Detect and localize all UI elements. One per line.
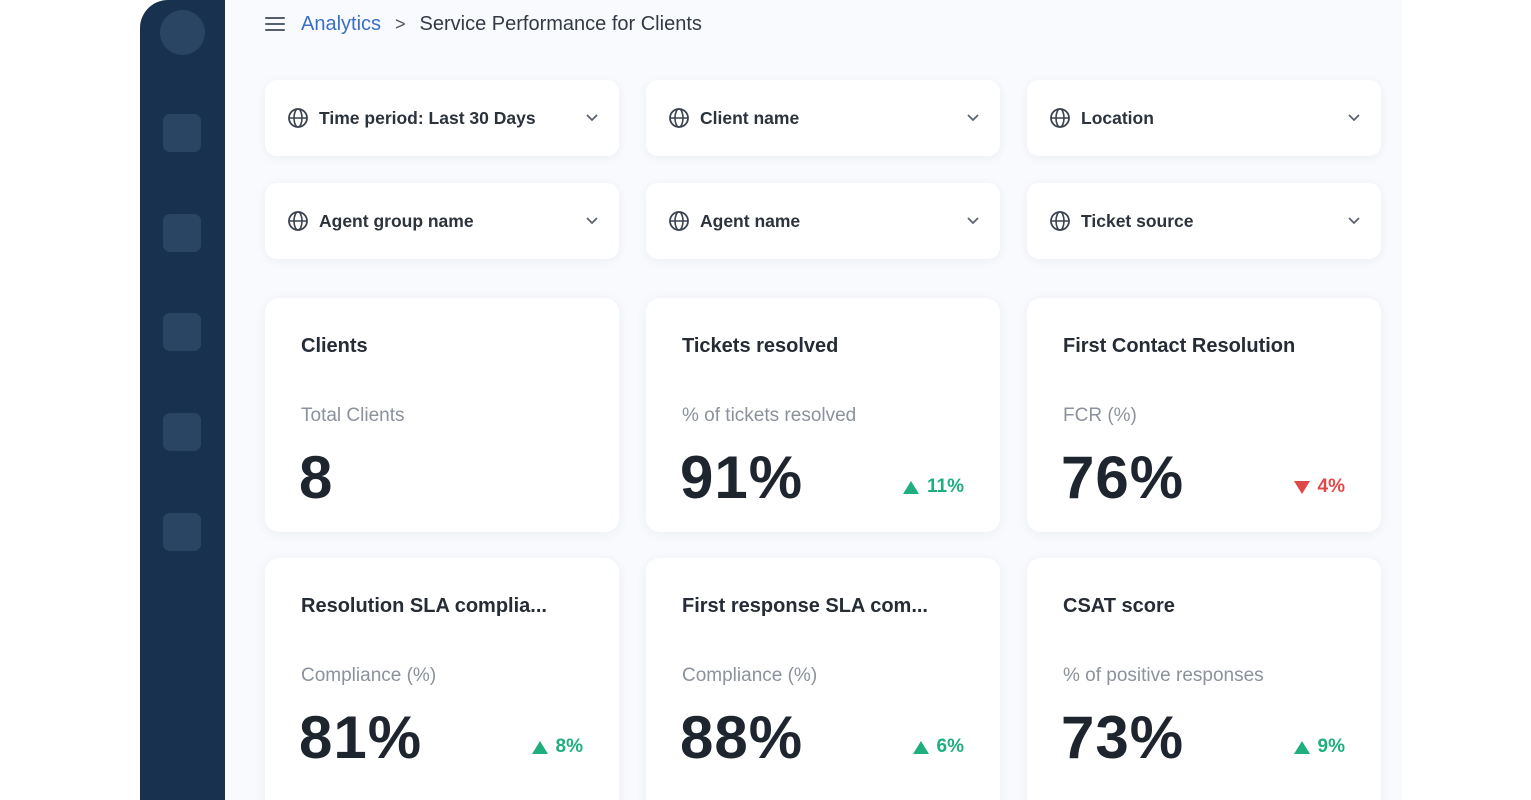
filter-agent-name[interactable]: Agent name [646, 183, 1000, 259]
filter-label: Client name [700, 107, 800, 128]
globe-icon [669, 211, 689, 231]
card-value: 73% [1061, 704, 1185, 771]
filter-client-name[interactable]: Client name [646, 80, 1000, 156]
breadcrumb-separator: > [395, 13, 406, 34]
kpi-card-resolution-sla[interactable]: Resolution SLA complia... Compliance (%)… [265, 558, 619, 800]
chevron-down-icon [967, 217, 979, 225]
card-value: 91% [680, 444, 804, 511]
kpi-card-first-response-sla[interactable]: First response SLA com... Compliance (%)… [646, 558, 1000, 800]
trend-value: 6% [936, 736, 964, 757]
trend-value: 8% [555, 736, 583, 757]
chevron-down-icon [586, 217, 598, 225]
filter-location[interactable]: Location [1027, 80, 1381, 156]
globe-icon [288, 108, 308, 128]
globe-icon [1050, 108, 1070, 128]
breadcrumb-analytics-link[interactable]: Analytics [301, 12, 382, 35]
sidebar-item-3[interactable] [163, 313, 201, 351]
chevron-down-icon [586, 114, 598, 122]
card-title: First response SLA com... [682, 595, 928, 617]
chevron-down-icon [1348, 217, 1360, 225]
filter-label: Agent group name [319, 210, 474, 231]
kpi-card-csat-score[interactable]: CSAT score % of positive responses 73% 9… [1027, 558, 1381, 800]
kpi-card-tickets-resolved[interactable]: Tickets resolved % of tickets resolved 9… [646, 298, 1000, 532]
trend-badge: 11% [903, 476, 964, 498]
card-subtitle: % of positive responses [1063, 665, 1264, 686]
sidebar-item-1[interactable] [163, 114, 201, 152]
card-subtitle: FCR (%) [1063, 405, 1137, 426]
trend-value: 4% [1317, 476, 1345, 497]
app-window: Analytics > Service Performance for Clie… [140, 0, 1402, 800]
sidebar [140, 0, 225, 800]
card-title: Tickets resolved [682, 335, 839, 357]
card-value: 8 [299, 444, 334, 511]
sidebar-logo[interactable] [160, 10, 205, 55]
kpi-card-first-contact-resolution[interactable]: First Contact Resolution FCR (%) 76% 4% [1027, 298, 1381, 532]
card-value: 88% [680, 704, 804, 771]
trend-value: 9% [1317, 736, 1345, 757]
filter-label: Time period: Last 30 Days [319, 107, 536, 128]
card-title: CSAT score [1063, 595, 1175, 617]
card-value: 76% [1061, 444, 1185, 511]
globe-icon [288, 211, 308, 231]
sidebar-item-5[interactable] [163, 513, 201, 551]
trend-down-icon [1293, 480, 1310, 494]
card-title: First Contact Resolution [1063, 335, 1296, 357]
trend-up-icon [531, 740, 548, 754]
filter-label: Agent name [700, 210, 801, 231]
globe-icon [669, 108, 689, 128]
trend-badge: 9% [1293, 736, 1345, 758]
sidebar-item-2[interactable] [163, 214, 201, 252]
filter-label: Location [1081, 107, 1154, 128]
sidebar-item-4[interactable] [163, 413, 201, 451]
filter-agent-group-name[interactable]: Agent group name [265, 183, 619, 259]
trend-up-icon [912, 740, 929, 754]
trend-up-icon [903, 480, 920, 494]
card-value: 81% [299, 704, 423, 771]
chevron-down-icon [1348, 114, 1360, 122]
trend-badge: 6% [912, 736, 964, 758]
chevron-down-icon [967, 114, 979, 122]
filter-ticket-source[interactable]: Ticket source [1027, 183, 1381, 259]
trend-badge: 4% [1293, 476, 1345, 498]
card-title: Clients [301, 335, 368, 357]
breadcrumb: Analytics > Service Performance for Clie… [265, 10, 702, 38]
page-title: Service Performance for Clients [419, 12, 702, 35]
card-subtitle: Compliance (%) [301, 665, 437, 686]
card-title: Resolution SLA complia... [301, 595, 547, 617]
filter-time-period[interactable]: Time period: Last 30 Days [265, 80, 619, 156]
card-subtitle: Compliance (%) [682, 665, 818, 686]
globe-icon [1050, 211, 1070, 231]
trend-up-icon [1293, 740, 1310, 754]
trend-value: 11% [927, 476, 964, 497]
main-content: Analytics > Service Performance for Clie… [225, 0, 1402, 800]
card-subtitle: Total Clients [301, 405, 405, 426]
kpi-card-clients[interactable]: Clients Total Clients 8 [265, 298, 619, 532]
trend-badge: 8% [531, 736, 583, 758]
filter-label: Ticket source [1081, 210, 1194, 231]
hamburger-menu-icon[interactable] [265, 16, 287, 32]
card-subtitle: % of tickets resolved [682, 405, 857, 426]
